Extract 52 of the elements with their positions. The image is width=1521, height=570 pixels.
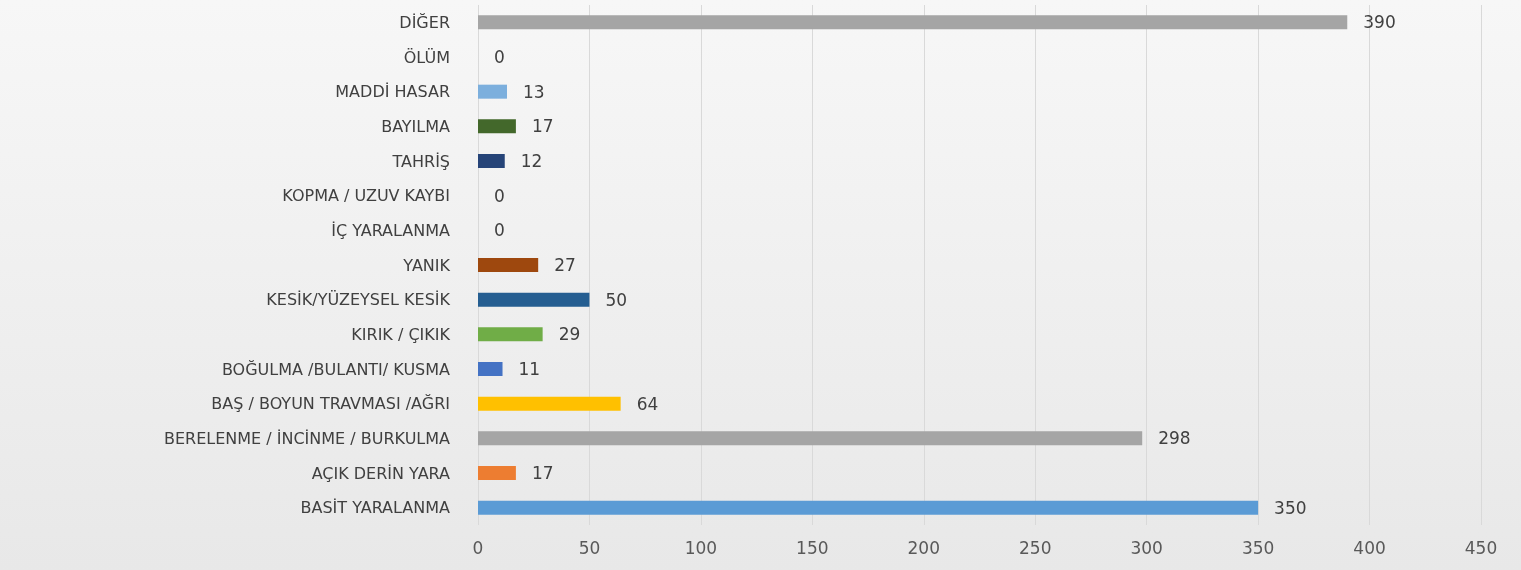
- y-tick-label: KIRIK / ÇIKIK: [351, 324, 451, 344]
- data-label: 50: [605, 289, 628, 310]
- x-tick-label: 100: [684, 537, 718, 558]
- x-tick-label: 250: [1019, 537, 1052, 558]
- bar: [478, 466, 516, 480]
- y-tick-label: AÇIK DERİN YARA: [311, 463, 451, 483]
- data-label: 27: [554, 255, 576, 275]
- y-tick-label: TAHRİŞ: [391, 151, 450, 171]
- y-tick-label: DİĞER: [399, 12, 450, 32]
- bar: [478, 84, 507, 99]
- data-label: 29: [558, 324, 581, 345]
- bar: [478, 500, 1259, 515]
- bar: [478, 119, 516, 134]
- y-tick-label: İÇ YARALANMA: [331, 220, 451, 240]
- data-label: 390: [1363, 12, 1396, 33]
- data-label: 13: [522, 81, 545, 102]
- y-tick-label: YANIK: [402, 255, 451, 275]
- x-tick-label: 450: [1464, 537, 1498, 558]
- data-label: 298: [1158, 428, 1191, 449]
- x-tick-label: 400: [1353, 537, 1386, 558]
- data-label: 0: [494, 220, 505, 241]
- bar: [478, 327, 543, 342]
- x-tick-label: 350: [1241, 537, 1275, 558]
- y-tick-label: BERELENME / İNCİNME / BURKULMA: [163, 428, 451, 448]
- data-label: 11: [518, 359, 541, 379]
- data-label: 64: [636, 393, 659, 414]
- x-tick-label: 200: [907, 537, 940, 558]
- data-label: 17: [531, 463, 554, 483]
- data-label: 350: [1274, 497, 1307, 518]
- x-tick-label: 150: [796, 537, 829, 558]
- y-tick-label: KOPMA / UZUV KAYBI: [282, 186, 450, 206]
- x-tick-label: 0: [472, 537, 484, 558]
- bar: [478, 362, 503, 376]
- data-label: 0: [494, 185, 505, 206]
- bar: [478, 154, 505, 168]
- y-tick-label: BAYILMA: [381, 116, 451, 136]
- y-tick-label: BOĞULMA /BULANTI/ KUSMA: [221, 359, 451, 379]
- y-tick-label: BAŞ / BOYUN TRAVMASI /AĞRI: [211, 394, 450, 414]
- data-label: 0: [494, 47, 505, 67]
- y-tick-label: ÖLÜM: [403, 47, 450, 67]
- bar: [478, 396, 621, 411]
- data-label: 12: [520, 151, 543, 171]
- y-tick-label: BASİT YARALANMA: [300, 498, 451, 518]
- x-tick-label: 50: [578, 537, 601, 558]
- x-tick-label: 300: [1130, 537, 1163, 558]
- data-label: 17: [531, 116, 554, 137]
- bar: [478, 431, 1143, 446]
- y-tick-label: KESİK/YÜZEYSEL KESİK: [266, 290, 451, 310]
- bar: [478, 15, 1348, 30]
- bar: [478, 292, 590, 307]
- bar: [478, 258, 539, 272]
- y-tick-label: MADDİ HASAR: [335, 82, 450, 102]
